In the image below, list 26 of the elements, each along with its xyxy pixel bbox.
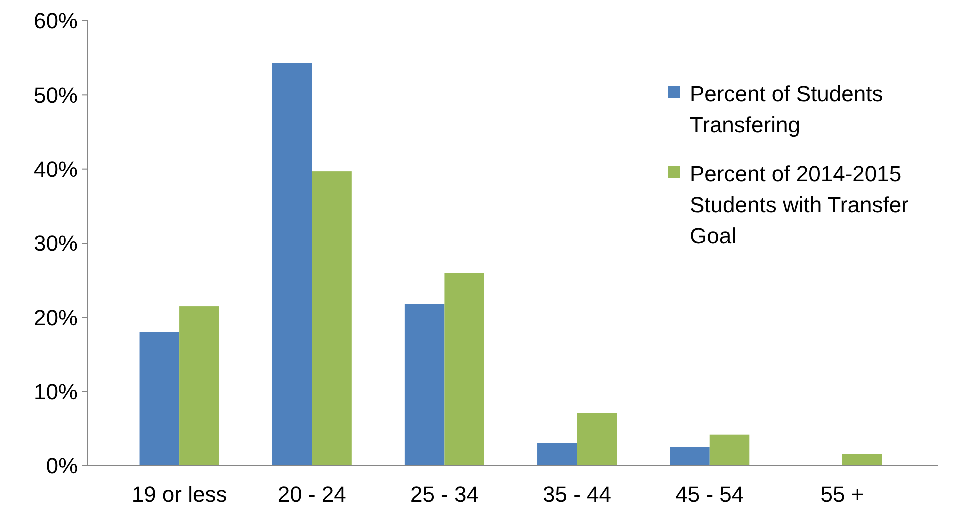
y-tick-label: 50%: [34, 82, 78, 108]
legend-label: Percent of Students Transfering: [690, 82, 884, 138]
x-tick-label: 45 - 54: [676, 482, 744, 507]
x-tick-label: 35 - 44: [543, 482, 612, 507]
bar: [272, 63, 312, 466]
y-tick-label: 60%: [34, 8, 78, 34]
x-tick-label: 19 or less: [132, 482, 228, 507]
y-tick-label: 10%: [34, 380, 78, 405]
x-tick-label: 55 +: [820, 482, 864, 507]
x-tick-label: 25 - 34: [410, 482, 479, 507]
y-tick-label: 30%: [34, 231, 78, 256]
bar: [312, 172, 352, 466]
y-tick-label: 0%: [46, 454, 78, 479]
legend-label: Percent of 2014-2015 Students with Transfer Goal: [690, 162, 909, 249]
bar: [842, 454, 882, 466]
bar: [444, 273, 484, 466]
bar: [538, 443, 578, 466]
bar: [577, 413, 618, 466]
bar: [670, 447, 710, 466]
x-tick-label: 20 - 24: [278, 482, 346, 507]
bar: [180, 306, 220, 466]
bar: [710, 434, 750, 466]
y-tick-label: 20%: [34, 305, 78, 330]
y-tick-label: 40%: [34, 157, 78, 182]
bar: [140, 332, 180, 466]
bar: [404, 304, 445, 466]
